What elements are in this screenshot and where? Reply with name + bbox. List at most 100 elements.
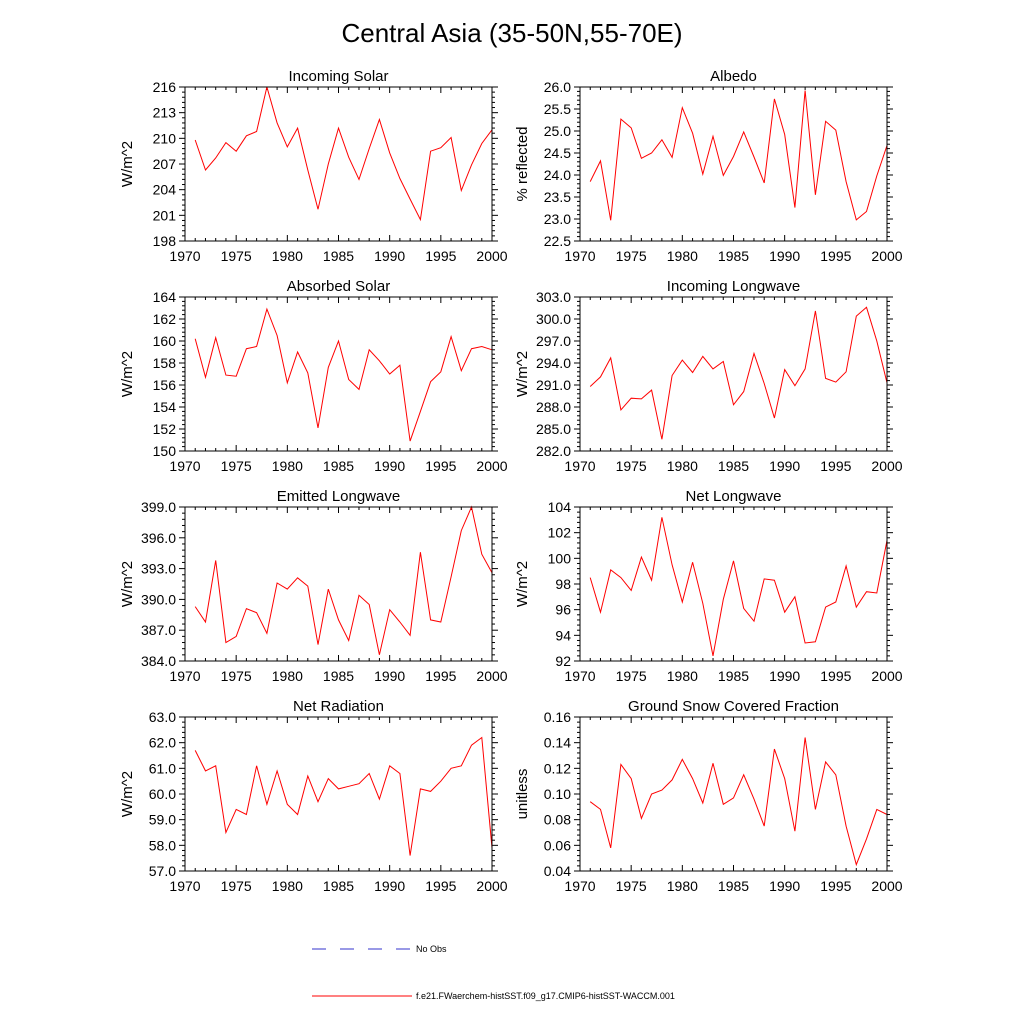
legend-label-model: f.e21.FWaerchem-histSST.f09_g17.CMIP6-hi…: [416, 991, 675, 1001]
x-tick-label: 1980: [272, 248, 303, 264]
x-tick-label: 1985: [323, 248, 354, 264]
plot-frame: [579, 86, 888, 242]
x-tick-label: 1995: [425, 458, 456, 474]
y-tick-label: 294.0: [536, 355, 571, 371]
y-axis-label: W/m^2: [514, 351, 531, 397]
y-tick-label: 393.0: [141, 561, 176, 577]
y-tick-label: 150: [153, 443, 177, 459]
x-tick-label: 1990: [769, 458, 800, 474]
x-tick-label: 1970: [564, 668, 595, 684]
series-line: [589, 90, 888, 221]
x-tick-label: 1990: [769, 248, 800, 264]
y-tick-label: 58.0: [149, 837, 176, 853]
x-tick-label: 1975: [616, 668, 647, 684]
y-tick-label: 300.0: [536, 311, 571, 327]
x-tick-label: 2000: [476, 878, 507, 894]
y-tick-label: 0.14: [544, 735, 571, 751]
x-tick-label: 1990: [374, 458, 405, 474]
x-tick-label: 1975: [221, 878, 252, 894]
y-tick-label: 0.06: [544, 837, 571, 853]
x-tick-label: 1975: [616, 458, 647, 474]
series-line: [194, 307, 493, 442]
y-tick-label: 23.0: [544, 211, 571, 227]
y-axis-label: W/m^2: [119, 771, 136, 817]
y-tick-label: 24.0: [544, 167, 571, 183]
y-tick-label: 23.5: [544, 189, 571, 205]
y-tick-label: 291.0: [536, 377, 571, 393]
x-tick-label: 1980: [667, 248, 698, 264]
y-tick-label: 158: [153, 355, 177, 371]
y-tick-label: 61.0: [149, 760, 176, 776]
y-tick-label: 25.0: [544, 123, 571, 139]
y-tick-label: 288.0: [536, 399, 571, 415]
x-tick-label: 2000: [871, 248, 902, 264]
y-axis-label: W/m^2: [119, 561, 136, 607]
panel-incoming-solar: Incoming Solar W/m^2 1970 1975 1980 1985 1990 1…: [119, 68, 508, 264]
x-tick-label: 1980: [272, 458, 303, 474]
y-tick-label: 285.0: [536, 421, 571, 437]
x-tick-label: 1970: [169, 458, 200, 474]
panel-absorbed-solar: Absorbed Solar W/m^2 1970 1975 1980 1985 1990 1…: [119, 278, 508, 474]
y-axis-label: unitless: [514, 769, 531, 820]
y-tick-label: 100: [548, 550, 572, 566]
y-tick-label: 297.0: [536, 333, 571, 349]
y-tick-label: 387.0: [141, 622, 176, 638]
x-tick-label: 1970: [564, 458, 595, 474]
panels: Incoming Solar W/m^2 1970 1975 1980 1985 1990 1…: [119, 68, 903, 894]
y-tick-label: 92: [555, 653, 571, 669]
x-tick-label: 1995: [820, 668, 851, 684]
x-tick-label: 1990: [769, 878, 800, 894]
x-tick-label: 1980: [272, 878, 303, 894]
panel-title: Ground Snow Covered Fraction: [628, 698, 839, 715]
panel-title: Incoming Longwave: [667, 278, 800, 295]
panel-title: Incoming Solar: [288, 68, 388, 85]
x-tick-label: 1975: [221, 248, 252, 264]
y-tick-label: 152: [153, 421, 177, 437]
y-tick-label: 162: [153, 311, 177, 327]
plot-frame: [184, 506, 493, 662]
y-tick-label: 154: [153, 399, 177, 415]
x-tick-label: 1995: [820, 248, 851, 264]
x-tick-label: 1980: [667, 458, 698, 474]
panel-net-longwave: Net Longwave W/m^2 1970 1975 1980 1985 1990 199…: [514, 488, 903, 684]
y-tick-label: 26.0: [544, 79, 571, 95]
panel-title: Net Radiation: [293, 698, 384, 715]
y-tick-label: 96: [555, 602, 571, 618]
y-tick-label: 396.0: [141, 530, 176, 546]
legend: No Obs f.e21.FWaerchem-histSST.f09_g17.C…: [312, 944, 675, 1001]
y-tick-label: 210: [153, 130, 177, 146]
plot-frame: [579, 296, 888, 452]
x-tick-label: 1995: [425, 248, 456, 264]
x-tick-label: 1985: [718, 878, 749, 894]
series-line: [589, 517, 888, 656]
x-tick-label: 1970: [169, 878, 200, 894]
panel-title: Albedo: [710, 68, 757, 85]
x-tick-label: 1990: [374, 668, 405, 684]
y-tick-label: 282.0: [536, 443, 571, 459]
x-tick-label: 1995: [425, 878, 456, 894]
x-tick-label: 1975: [221, 458, 252, 474]
x-tick-label: 1970: [169, 668, 200, 684]
y-tick-label: 201: [153, 207, 177, 223]
y-tick-label: 0.16: [544, 709, 571, 725]
x-tick-label: 1970: [169, 248, 200, 264]
series-line: [194, 505, 493, 655]
y-tick-label: 63.0: [149, 709, 176, 725]
x-tick-label: 1970: [564, 878, 595, 894]
x-tick-label: 1975: [221, 668, 252, 684]
legend-label-no-obs: No Obs: [416, 944, 447, 954]
x-tick-label: 1985: [323, 878, 354, 894]
x-tick-label: 1995: [425, 668, 456, 684]
x-tick-label: 1980: [667, 878, 698, 894]
panel-title: Net Longwave: [686, 488, 782, 505]
panel-title: Absorbed Solar: [287, 278, 390, 295]
y-tick-label: 0.10: [544, 786, 571, 802]
series-line: [194, 736, 493, 856]
x-tick-label: 1970: [564, 248, 595, 264]
y-tick-label: 24.5: [544, 145, 571, 161]
plot-frame: [184, 86, 493, 242]
panel-ground-snow-covered-fraction: Ground Snow Covered Fraction unitless 1970…: [514, 698, 903, 894]
y-tick-label: 198: [153, 233, 177, 249]
series-line: [589, 737, 888, 867]
plot-frame: [579, 506, 888, 662]
